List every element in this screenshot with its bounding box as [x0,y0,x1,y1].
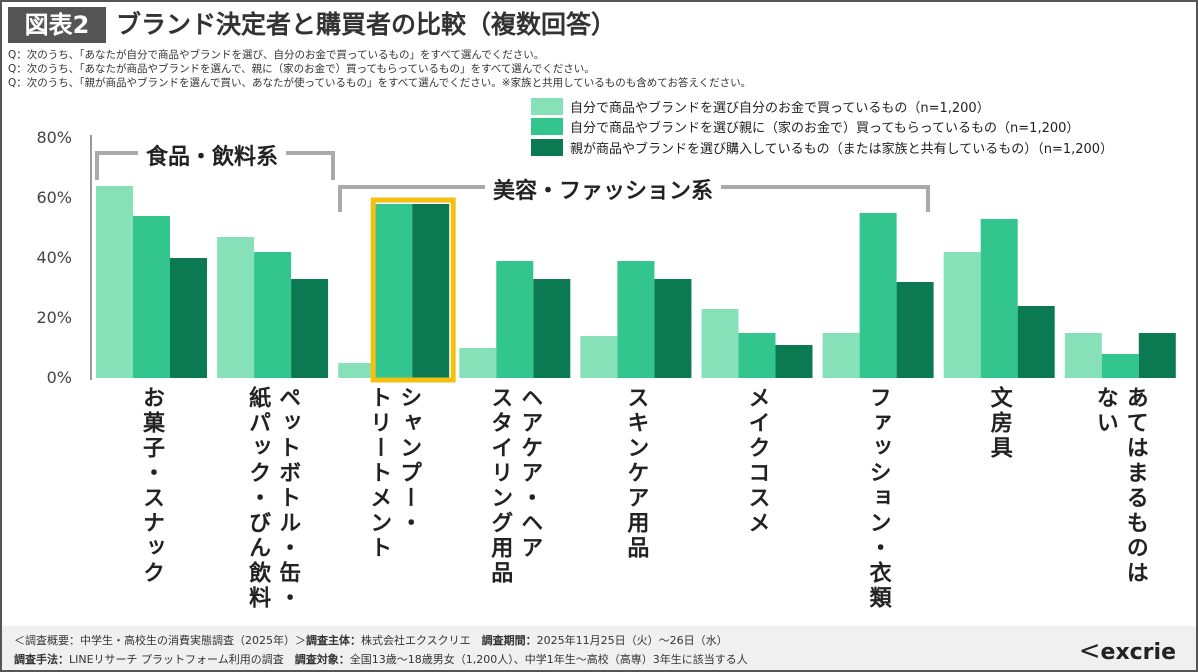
question-3: Q：次のうち、「親が商品やブランドを選んで買い、あなたが使っているもの」をすべて… [8,77,752,89]
bar [533,279,571,378]
bar [496,261,534,378]
chart-title: ブランド決定者と購買者の比較（複数回答） [116,10,617,39]
bar [1064,333,1102,378]
legend-item: 親が商品やブランドを選び購入しているもの（または家族と共有しているもの）（n=1… [531,137,1113,158]
bar [654,279,692,378]
legend-label: 親が商品やブランドを選び購入しているもの（または家族と共有しているもの）（n=1… [570,141,1114,157]
bar [375,204,413,378]
legend-label: 自分で商品やブランドを選び親に（家のお金で）買ってもらっているもの（n=1,20… [570,121,1080,137]
category-label: シャンプー・ トリートメント [366,386,422,561]
label-period: 調査期間： [481,634,537,647]
organizer: 株式会社エクスクリエ [361,634,482,647]
bar [338,363,376,378]
bar [217,237,255,378]
survey-overview-line: ＜調査概要：中学生・高校生の消費実態調査（2025年）＞調査主体：株式会社エクス… [14,632,728,648]
bar [859,213,897,378]
highlight-box [370,197,456,383]
bar [617,261,655,378]
group-label-food: 食品・飲料系 [138,139,287,171]
bar [980,219,1018,378]
legend: 自分で商品やブランドを選び自分のお金で買っているもの（n=1,200） 自分で商… [531,96,1113,158]
bar [254,252,292,378]
figure-badge: 図表2 [8,7,106,43]
footer: ＜調査概要：中学生・高校生の消費実態調査（2025年）＞調査主体：株式会社エクス… [2,626,1196,670]
bar [133,216,170,378]
y-tick-label: 40% [36,248,72,267]
bar [1138,333,1176,378]
category-label: あてはまるものは ない [1092,386,1148,586]
category-label: スキンケア用品 [623,386,649,561]
bar [701,309,739,378]
y-tick-label: 80% [36,128,72,147]
bar [738,333,776,378]
legend-swatch [531,138,563,156]
bar [580,336,618,378]
method: LINEリサーチ プラットフォーム利用の調査 [69,653,295,666]
category-label: 文房具 [986,386,1012,461]
category-label: ファッション・衣類 [865,386,891,611]
category-label: メイクコスメ [744,386,770,536]
target: 全国13歳～18歳男女（1,200人）、中学1年生～高校（高専）3年生に該当する… [349,653,748,666]
bar [459,348,497,378]
legend-swatch [531,118,563,136]
bar [412,204,450,378]
label-organizer: 調査主体： [306,634,361,647]
excrie-logo: <excrie [1078,636,1176,666]
legend-swatch [531,97,563,115]
group-label-beauty: 美容・ファッション系 [485,173,722,205]
bar [170,258,207,378]
period: 2025年11月25日（火）～26日（水） [536,634,728,647]
survey-name: ＜調査概要：中学生・高校生の消費実態調査（2025年）＞ [14,634,306,647]
bar [896,282,934,378]
label-target: 調査対象： [294,653,350,666]
survey-method-line: 調査手法：LINEリサーチ プラットフォーム利用の調査 調査対象：全国13歳～1… [14,651,748,667]
y-tick-label: 20% [36,308,72,327]
label-method: 調査手法： [14,653,69,666]
bar [1101,354,1139,378]
bar [96,186,133,378]
category-label: ペットボトル・缶・ 紙パック・びん飲料 [245,386,301,611]
y-tick-label: 0% [46,368,72,387]
legend-item: 自分で商品やブランドを選び親に（家のお金で）買ってもらっているもの（n=1,20… [531,117,1113,138]
bar [822,333,860,378]
bar [943,252,981,378]
legend-label: 自分で商品やブランドを選び自分のお金で買っているもの（n=1,200） [570,100,990,116]
category-label: ヘアケア・ヘア スタイリング用品 [487,386,543,586]
bar [775,345,813,378]
bar [1017,306,1055,378]
category-label: お菓子・スナック [139,386,164,586]
y-tick-label: 60% [36,188,72,207]
question-2: Q：次のうち、「あなたが商品やブランドを選んで、親に（家のお金で）買ってもらって… [8,63,595,75]
bar [291,279,329,378]
legend-item: 自分で商品やブランドを選び自分のお金で買っているもの（n=1,200） [531,96,1113,117]
question-1: Q：次のうち、「あなたが自分で商品やブランドを選び、自分のお金で買っているもの」… [8,49,545,61]
